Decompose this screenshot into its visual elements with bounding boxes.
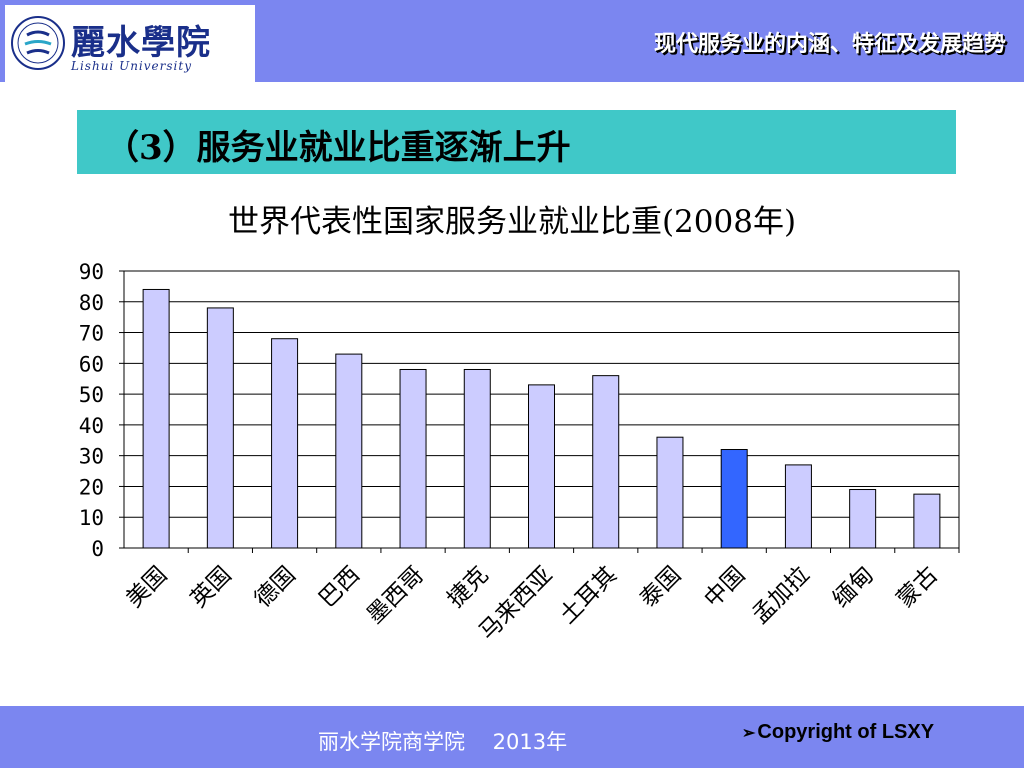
logo-text-cn: 麗水學院 xyxy=(71,23,211,63)
x-category-label: 泰国 xyxy=(635,562,686,613)
x-category-label: 捷克 xyxy=(443,562,494,613)
x-category-label: 美国 xyxy=(121,562,172,613)
plot-frame xyxy=(123,270,960,549)
bar-2 xyxy=(206,307,234,549)
header-title: 现代服务业的内涵、特征及发展趋势 xyxy=(653,32,1006,57)
x-category-label: 缅甸 xyxy=(828,562,879,613)
university-seal-icon xyxy=(11,16,65,70)
footer-text: 丽水学院商学院 2013年 xyxy=(318,730,568,754)
x-category-label: 蒙古 xyxy=(892,562,943,613)
chart-title: 世界代表性国家服务业就业比重(2008年) xyxy=(227,204,797,240)
bar-4 xyxy=(335,353,363,549)
arrow-bullet-icon: ➢ xyxy=(742,725,756,742)
logo: 麗水學院 Lishui University xyxy=(5,5,255,82)
section-title: （3）服务业就业比重逐渐上升 xyxy=(105,128,571,168)
bar-10 xyxy=(720,449,748,549)
bar-5 xyxy=(399,368,427,549)
header-bar: 麗水學院 Lishui University 现代服务业的内涵、特征及发展趋势 xyxy=(0,0,1024,82)
bar-13 xyxy=(913,493,941,549)
bar-9 xyxy=(656,436,684,549)
y-tick-label: 70 xyxy=(79,322,104,346)
bar-7 xyxy=(528,384,555,549)
section-banner: （3）服务业就业比重逐渐上升 xyxy=(77,110,956,174)
y-tick-label: 30 xyxy=(79,445,104,469)
x-category-label: 中国 xyxy=(700,562,751,613)
y-tick-label: 60 xyxy=(79,352,104,376)
x-category-label: 巴西 xyxy=(314,562,365,613)
y-tick-label: 40 xyxy=(79,414,104,438)
copyright-text: Copyright of LSXY xyxy=(757,721,935,743)
y-tick-label: 90 xyxy=(79,260,104,284)
logo-text-en: Lishui University xyxy=(71,59,192,73)
y-tick-label: 0 xyxy=(91,537,104,561)
x-category-label: 墨西哥 xyxy=(362,562,429,629)
copyright: ➢ Copyright of LSXY xyxy=(742,721,934,744)
y-tick-label: 20 xyxy=(79,475,104,499)
y-tick-label: 50 xyxy=(79,383,104,407)
x-category-label: 英国 xyxy=(186,562,237,613)
footer-bar: 丽水学院商学院 2013年 ➢ Copyright of LSXY xyxy=(0,706,1024,768)
bar-1 xyxy=(142,288,170,549)
bar-8 xyxy=(592,375,620,549)
y-tick-label: 80 xyxy=(79,291,104,315)
x-category-label: 德国 xyxy=(250,562,301,613)
bar-3 xyxy=(271,338,299,549)
bar-12 xyxy=(849,489,877,549)
bar-6 xyxy=(463,368,491,549)
x-category-label: 土耳其 xyxy=(555,562,622,629)
bar-11 xyxy=(784,464,812,549)
bar-chart: 0102030405060708090美国 英国 德国 巴西墨西哥 捷克马来西亚土耳其泰… xyxy=(79,260,960,645)
x-category-label: 孟加拉 xyxy=(747,562,814,629)
y-tick-label: 10 xyxy=(79,506,104,530)
